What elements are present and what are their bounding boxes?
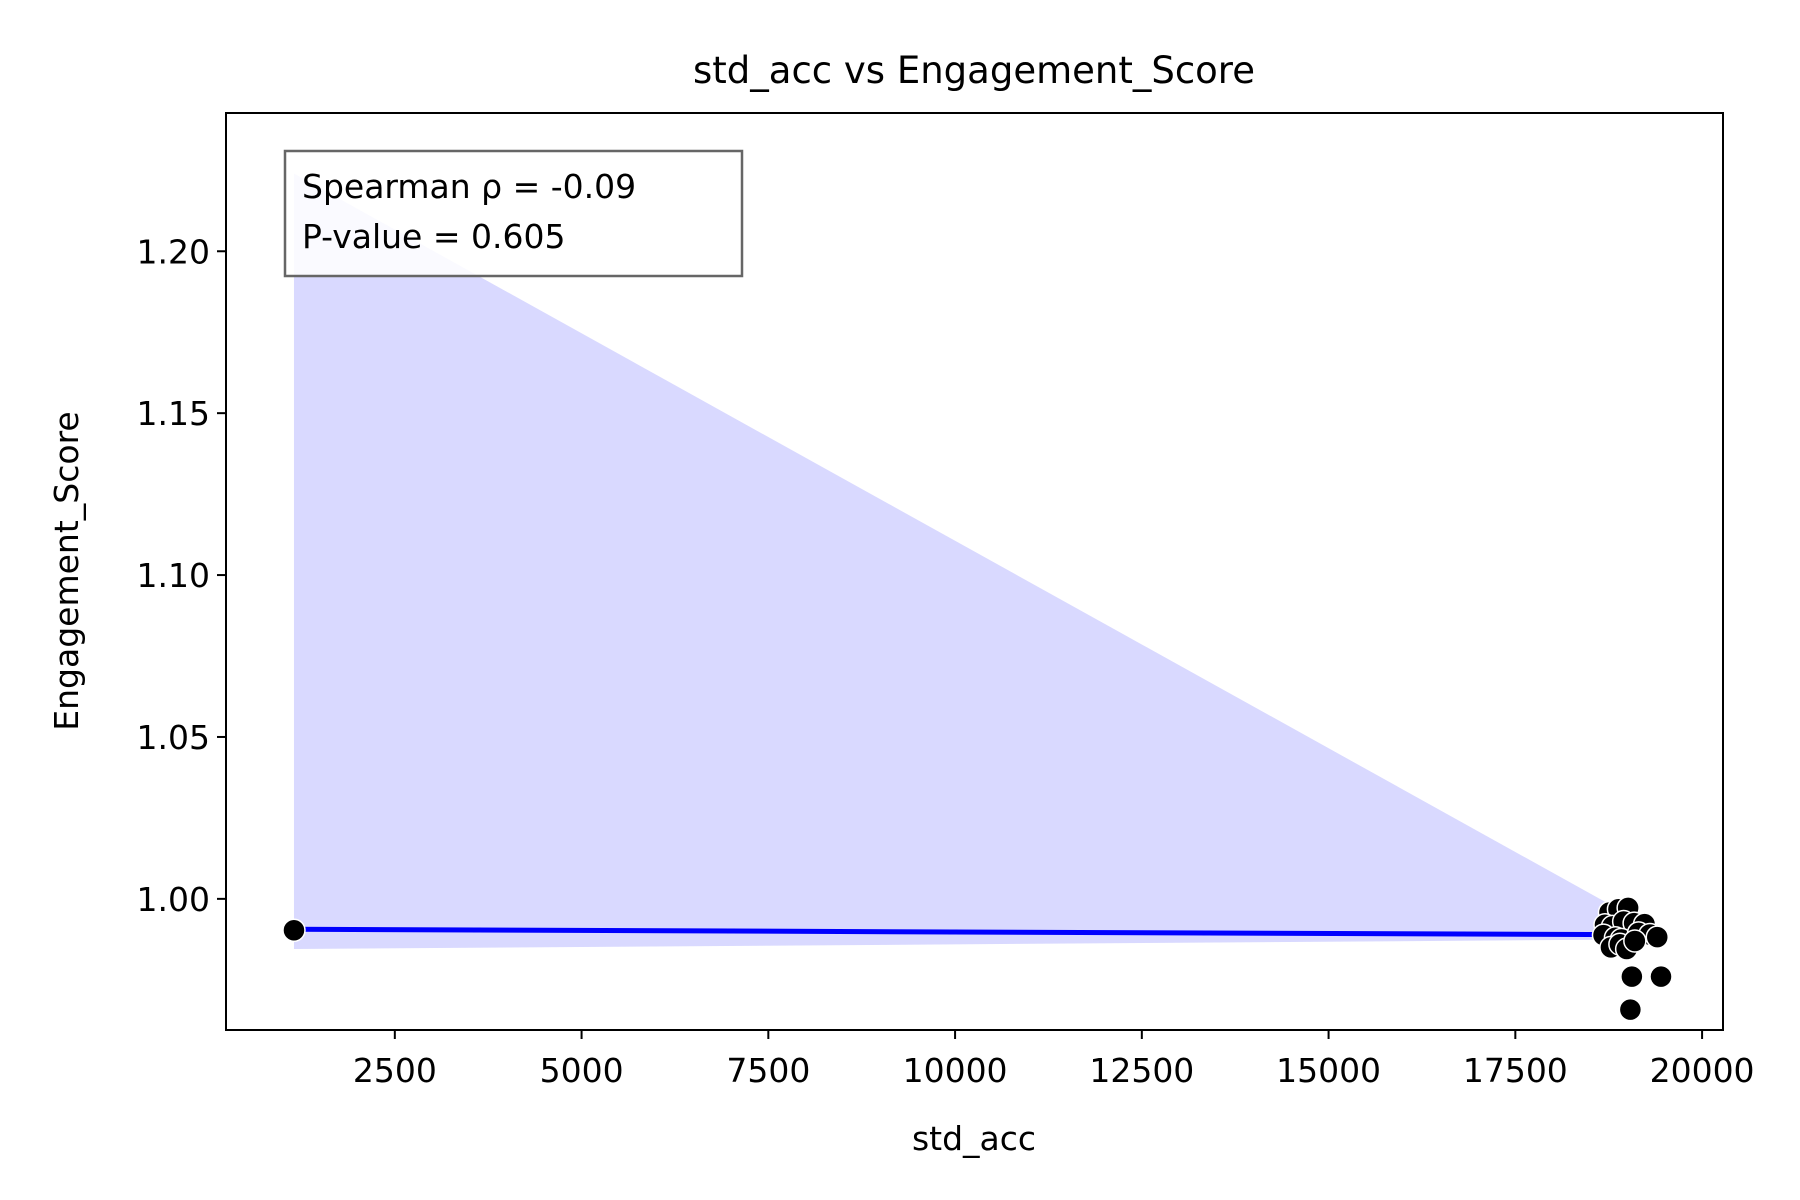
stats-annotation: Spearman ρ = -0.09 P-value = 0.605	[283, 149, 744, 278]
x-axis-label: std_acc	[912, 1119, 1036, 1158]
data-point	[1620, 964, 1644, 989]
x-tick-label: 17500	[1463, 1051, 1568, 1090]
confidence-band	[293, 173, 1661, 950]
annotation-box	[283, 149, 744, 278]
x-tick-label: 7500	[726, 1051, 810, 1090]
y-axis-label: Engagement_Score	[47, 411, 86, 730]
data-point	[1649, 964, 1673, 989]
y-tick-label: 1.20	[137, 232, 210, 271]
x-tick-label: 10000	[903, 1051, 1008, 1090]
regression-line	[293, 926, 1662, 938]
y-tick-label: 1.05	[137, 718, 210, 757]
x-tick-label: 20000	[1650, 1051, 1755, 1090]
annotation-line-spearman: Spearman ρ = -0.09	[302, 167, 636, 206]
y-tick-label: 1.15	[137, 394, 210, 433]
data-point	[1623, 929, 1647, 953]
x-axis: 2500 5000 7500 10000 12500 15000 17500 20000	[353, 1030, 1755, 1090]
data-point	[1618, 997, 1643, 1022]
chart-title: std_acc vs Engagement_Score	[693, 49, 1255, 92]
annotation-line-pvalue: P-value = 0.605	[302, 217, 565, 256]
y-tick-label: 1.10	[137, 556, 210, 595]
data-point	[282, 918, 306, 943]
x-tick-label: 12500	[1089, 1051, 1194, 1090]
data-point	[1645, 925, 1670, 949]
x-tick-label: 2500	[353, 1051, 437, 1090]
x-tick-label: 15000	[1276, 1051, 1381, 1090]
x-tick-label: 5000	[540, 1051, 624, 1090]
y-axis: 1.00 1.05 1.10 1.15 1.20	[137, 232, 226, 919]
y-tick-label: 1.00	[137, 880, 210, 919]
plot-area	[282, 173, 1673, 1022]
plot-frame	[225, 112, 1724, 1031]
